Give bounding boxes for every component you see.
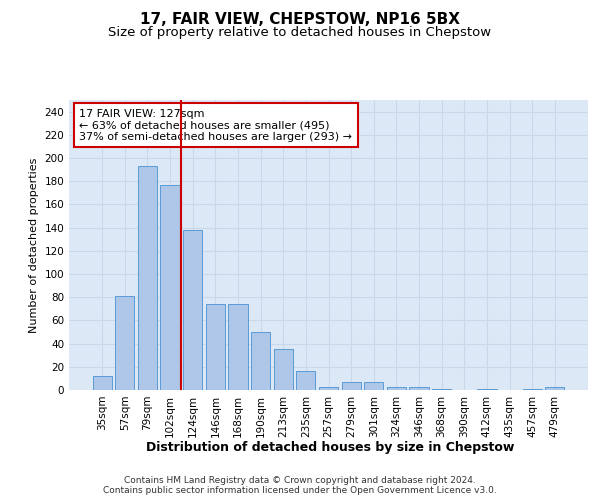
Bar [477,389,497,390]
Bar [296,372,316,390]
Bar [229,304,248,390]
Bar [409,386,428,390]
Bar [523,389,542,390]
Bar [319,386,338,390]
Bar [274,350,293,390]
Bar [206,304,225,390]
Text: Size of property relative to detached houses in Chepstow: Size of property relative to detached ho… [109,26,491,39]
Bar [183,230,202,390]
Bar [251,332,270,390]
Text: Contains HM Land Registry data © Crown copyright and database right 2024.
Contai: Contains HM Land Registry data © Crown c… [103,476,497,495]
Text: Distribution of detached houses by size in Chepstow: Distribution of detached houses by size … [146,441,514,454]
Bar [432,389,451,390]
Bar [387,386,406,390]
Bar [115,296,134,390]
Bar [160,184,180,390]
Bar [545,386,565,390]
Bar [92,376,112,390]
Bar [364,382,383,390]
Text: 17 FAIR VIEW: 127sqm
← 63% of detached houses are smaller (495)
37% of semi-deta: 17 FAIR VIEW: 127sqm ← 63% of detached h… [79,108,352,142]
Bar [138,166,157,390]
Y-axis label: Number of detached properties: Number of detached properties [29,158,39,332]
Bar [341,382,361,390]
Text: 17, FAIR VIEW, CHEPSTOW, NP16 5BX: 17, FAIR VIEW, CHEPSTOW, NP16 5BX [140,12,460,28]
